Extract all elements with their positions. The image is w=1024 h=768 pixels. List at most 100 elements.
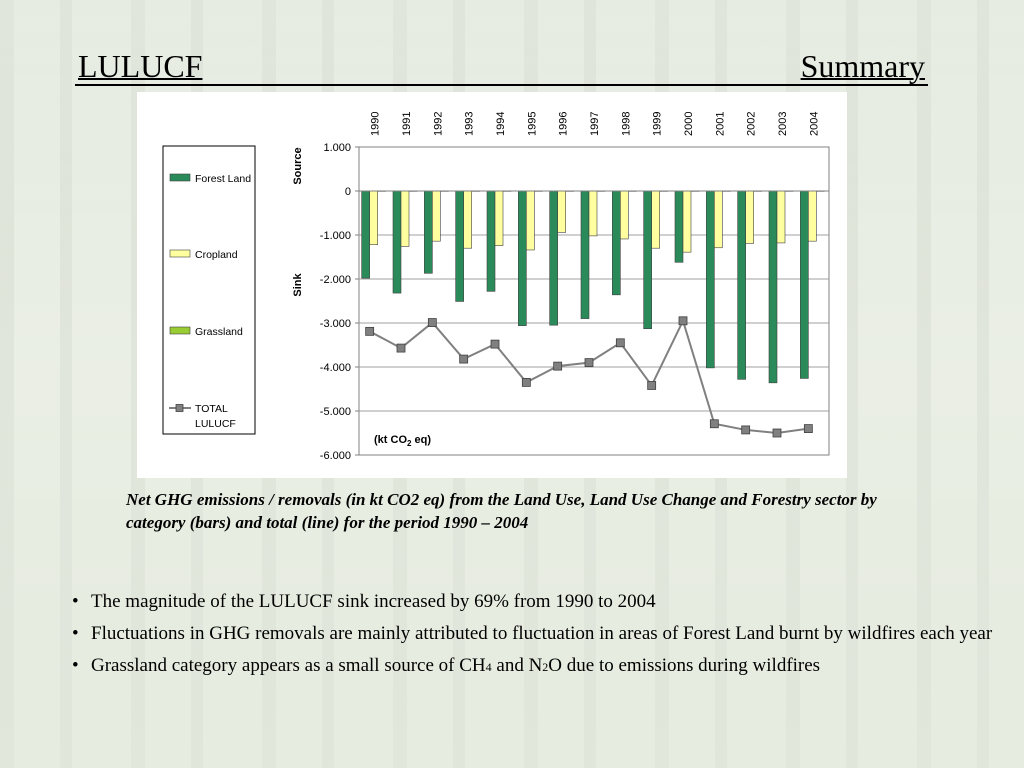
- bar-forest-land: [424, 190, 433, 274]
- bar-forest-land: [392, 190, 402, 294]
- legend-box: [162, 145, 256, 435]
- bullet-text: O due to emissions during wildfires: [548, 655, 821, 676]
- y-label-sink: Sink: [292, 273, 304, 297]
- bullet-subscript: 4: [485, 660, 492, 674]
- y-tick-label: -5.000: [320, 406, 351, 418]
- total-lulucf-marker: [584, 358, 594, 368]
- y-tick-label: 1.000: [323, 142, 351, 154]
- bar-forest-land: [549, 190, 558, 326]
- total-lulucf-marker: [615, 338, 625, 348]
- legend-swatch-marker: [175, 404, 184, 412]
- total-lulucf-marker: [678, 316, 688, 326]
- x-tick-label: 1992: [432, 112, 444, 136]
- total-lulucf-marker: [427, 318, 437, 327]
- bullet-icon: •: [72, 591, 79, 612]
- bar-cropland: [714, 190, 723, 249]
- y-tick-label: -3.000: [320, 318, 351, 330]
- page-title: LULUCF: [78, 48, 203, 84]
- bar-forest-land: [737, 190, 746, 380]
- y-tick-label: -6.000: [320, 450, 351, 462]
- total-lulucf-marker: [459, 354, 469, 364]
- total-lulucf-marker: [553, 361, 563, 371]
- bar-forest-land: [706, 190, 715, 369]
- x-tick-label: 2002: [746, 112, 758, 136]
- x-tick-label: 1997: [589, 112, 601, 136]
- bar-cropland: [776, 190, 786, 244]
- bar-forest-land: [800, 190, 809, 379]
- bar-forest-land: [518, 190, 527, 326]
- bar-cropland: [369, 190, 378, 245]
- legend-label: Forest Land: [195, 173, 251, 185]
- total-lulucf-marker: [490, 339, 500, 349]
- bullet-text: and N: [491, 655, 543, 676]
- bullet-item: • The magnitude of the LULUCF sink increa…: [70, 586, 1000, 618]
- chart-caption: Net GHG emissions / removals (in kt CO2 …: [126, 490, 877, 532]
- bar-cropland: [526, 190, 535, 251]
- y-tick-label: 0: [345, 186, 351, 198]
- x-tick-label: 2001: [714, 112, 726, 136]
- bar-forest-land: [580, 190, 590, 319]
- x-tick-label: 1994: [495, 112, 507, 136]
- title-bar: LULUCF Summary: [75, 48, 928, 86]
- bullet-icon: •: [72, 623, 79, 644]
- bullet-item: • Grassland category appears as a small s…: [70, 650, 1000, 683]
- bar-forest-land: [486, 190, 496, 292]
- total-lulucf-marker: [521, 377, 531, 387]
- legend-swatch-forest-land: [169, 173, 191, 182]
- x-tick-label: 1995: [526, 112, 538, 136]
- total-lulucf-marker: [396, 343, 406, 353]
- x-tick-label: 1991: [401, 112, 413, 136]
- total-lulucf-marker: [365, 326, 375, 336]
- x-tick-label: 2003: [777, 112, 789, 136]
- bar-cropland: [745, 190, 754, 244]
- total-lulucf-marker: [647, 381, 657, 390]
- unit-label: (kt CO2 eq): [374, 434, 431, 448]
- bullet-icon: •: [72, 655, 79, 676]
- bullet-text: Grassland category appears as a small so…: [91, 655, 486, 676]
- legend-swatch-cropland: [169, 249, 191, 258]
- x-tick-label: 1990: [370, 112, 382, 136]
- bar-cropland: [682, 190, 692, 253]
- legend-label: Cropland: [195, 249, 238, 261]
- bar-forest-land: [674, 190, 684, 263]
- bar-cropland: [588, 190, 598, 237]
- chart-panel: 1.000 0 -1.000 -2.000 -3.000 -4.000 -5.000 -6.0…: [137, 92, 847, 478]
- bar-forest-land: [643, 190, 652, 330]
- bar-forest-land: [361, 190, 370, 279]
- bar-cropland: [494, 190, 504, 246]
- bullet-text: Fluctuations in GHG removals are mainly …: [91, 623, 993, 644]
- bar-cropland: [463, 190, 472, 249]
- x-tick-label: 1993: [464, 112, 476, 136]
- bar-cropland: [432, 190, 441, 242]
- total-lulucf-marker: [803, 424, 813, 434]
- legend-label: Grassland: [195, 326, 243, 338]
- bar-cropland: [808, 190, 817, 242]
- bar-cropland: [651, 190, 660, 249]
- legend-label: TOTAL: [195, 403, 228, 415]
- lulucf-chart: 1.000 0 -1.000 -2.000 -3.000 -4.000 -5.000 -6.0…: [162, 112, 830, 462]
- bullet-list: • The magnitude of the LULUCF sink increa…: [70, 586, 1000, 683]
- total-lulucf-marker: [741, 425, 751, 435]
- x-tick-label: 1996: [558, 112, 570, 136]
- y-tick-label: -4.000: [320, 362, 351, 374]
- bullet-text: The magnitude of the LULUCF sink increas…: [91, 591, 656, 612]
- legend-label: LULUCF: [195, 418, 236, 430]
- x-tick-label: 1998: [620, 112, 632, 136]
- bar-forest-land: [455, 190, 464, 302]
- y-tick-label: -1.000: [320, 230, 351, 242]
- x-tick-label: 1999: [652, 112, 664, 136]
- bullet-subscript: 2: [542, 660, 549, 674]
- bar-cropland: [557, 190, 566, 233]
- x-tick-label: 2004: [808, 112, 820, 136]
- y-tick-label: -2.000: [320, 274, 351, 286]
- y-label-source: Source: [292, 147, 304, 184]
- page-subtitle: Summary: [800, 48, 925, 84]
- bullet-item: • Fluctuations in GHG removals are mainly…: [70, 618, 1000, 650]
- bar-forest-land: [612, 190, 621, 296]
- total-lulucf-marker: [709, 419, 719, 429]
- x-tick-label: 2000: [683, 112, 695, 136]
- bar-cropland: [620, 190, 629, 240]
- total-lulucf-marker: [772, 428, 782, 438]
- legend-swatch-grassland: [169, 326, 191, 335]
- bar-forest-land: [768, 190, 778, 384]
